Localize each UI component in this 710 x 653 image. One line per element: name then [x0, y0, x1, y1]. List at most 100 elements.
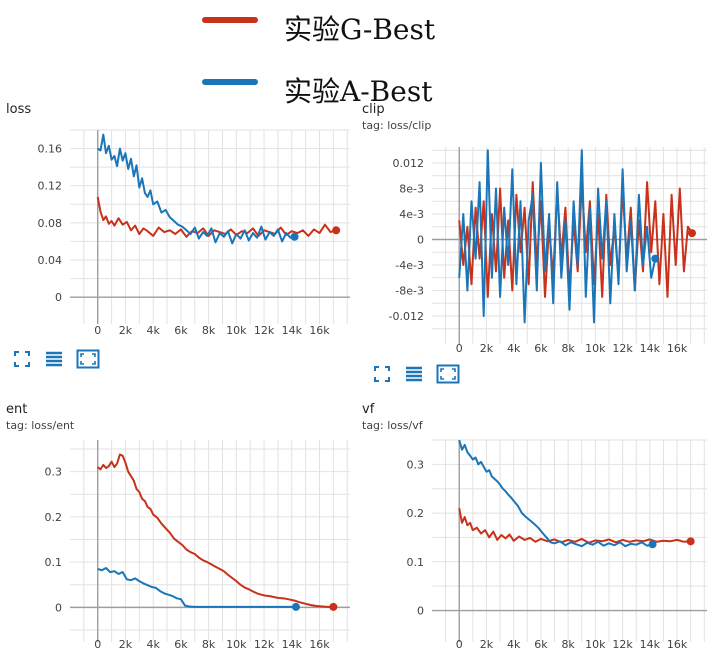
x-tick-label: 6k — [174, 324, 188, 337]
legend-label-g: 实验G-Best — [284, 13, 436, 46]
clip-chart: 0.012 8e-3 4e-3 0 -4e-3 -8e-3 -0.012 0 2k 4k 6k 8k 1… — [389, 147, 707, 355]
x-tick-label: 2k — [119, 638, 133, 651]
y-tick-label: 0.12 — [38, 180, 63, 193]
series-line-1 — [458, 439, 653, 548]
series-end-marker — [291, 602, 300, 611]
series-end-marker — [332, 226, 341, 235]
ent-chart-title: ent — [6, 402, 28, 417]
y-tick-label: -0.012 — [389, 310, 424, 323]
y-tick-label: 0 — [417, 605, 424, 618]
x-tick-label: 0 — [456, 342, 463, 355]
expand-chart-icon — [76, 349, 100, 369]
y-tick-label: 0.08 — [38, 217, 63, 230]
loss-chart-panel: loss 0.16 0.12 0.08 0.04 0 0 2k 4k 6k 8k 10k 12k 14k… — [0, 102, 355, 382]
y-tick-label: -4e-3 — [395, 259, 424, 272]
y-tick-label: 0 — [55, 291, 62, 304]
x-tick-label: 8k — [561, 342, 575, 355]
x-tick-label: 16k — [309, 324, 330, 337]
x-tick-label: 14k — [282, 638, 303, 651]
y-tick-label: 0.2 — [407, 507, 425, 520]
series-end-marker — [651, 254, 660, 263]
x-tick-label: 4k — [507, 638, 521, 651]
series-line-0 — [96, 196, 337, 238]
toggle-log-button[interactable] — [44, 349, 66, 369]
fit-domain-button[interactable] — [372, 364, 394, 384]
toggle-log-icon — [46, 351, 62, 367]
x-tick-label: 0 — [94, 324, 101, 337]
x-tick-label: 8k — [202, 638, 216, 651]
y-tick-label: 0.3 — [45, 466, 63, 479]
x-tick-label: 6k — [534, 342, 548, 355]
expand-chart-button[interactable] — [436, 364, 460, 384]
x-tick-label: 2k — [480, 342, 494, 355]
series-line-1 — [458, 149, 657, 324]
series-end-marker — [686, 537, 695, 546]
ent-chart-panel: ent tag: loss/ent 0.3 0.2 0.1 0 0 2k 4k 6k 8k 10k… — [0, 402, 355, 653]
vf-chart-title: vf — [362, 402, 375, 417]
x-tick-label: 10k — [226, 638, 247, 651]
series-line-1 — [97, 133, 295, 245]
series-end-marker — [329, 602, 338, 611]
fit-domain-button[interactable] — [12, 349, 34, 369]
y-tick-label: 0.1 — [407, 556, 425, 569]
clip-chart-panel: clip tag: loss/clip 0.012 8e-3 4e-3 0 -4e-3 -… — [362, 102, 710, 392]
ent-chart: 0.3 0.2 0.1 0 0 2k 4k 6k 8k 10k 12k 14k 16k — [45, 440, 350, 651]
y-tick-label: 0.2 — [45, 511, 63, 524]
expand-chart-icon — [436, 364, 460, 384]
series-line-1 — [97, 567, 296, 608]
y-tick-label: 0 — [417, 234, 424, 247]
y-tick-label: 0.012 — [393, 157, 425, 170]
loss-chart-title: loss — [6, 102, 32, 117]
toggle-log-button[interactable] — [404, 364, 426, 384]
legend-label-a: 实验A-Best — [284, 75, 433, 108]
x-tick-label: 8k — [561, 638, 575, 651]
chart-legend: 实验G-Best 实验A-Best — [0, 0, 710, 108]
x-tick-label: 6k — [534, 638, 548, 651]
y-tick-label: 0.3 — [407, 458, 425, 471]
x-tick-label: 12k — [254, 638, 275, 651]
series-end-marker — [290, 232, 299, 241]
vf-chart: 0.3 0.2 0.1 0 0 2k 4k 6k 8k 10k 12k 14k 16k — [407, 439, 707, 651]
ent-chart-tag: tag: loss/ent — [6, 419, 75, 432]
series-end-marker — [688, 229, 697, 238]
x-tick-label: 16k — [667, 342, 688, 355]
y-tick-label: 0.1 — [45, 556, 63, 569]
y-tick-label: -8e-3 — [395, 285, 424, 298]
x-tick-label: 0 — [456, 638, 463, 651]
x-tick-label: 12k — [254, 324, 275, 337]
x-tick-label: 10k — [226, 324, 247, 337]
expand-chart-button[interactable] — [76, 349, 100, 369]
x-tick-label: 14k — [640, 638, 661, 651]
fit-domain-icon — [374, 366, 390, 382]
fit-domain-icon — [14, 351, 30, 367]
x-tick-label: 14k — [282, 324, 303, 337]
legend-swatch-g — [202, 17, 258, 23]
x-tick-label: 14k — [640, 342, 661, 355]
y-tick-label: 4e-3 — [399, 208, 424, 221]
clip-chart-tag: tag: loss/clip — [362, 119, 432, 132]
y-tick-label: 0 — [55, 601, 62, 614]
x-tick-label: 2k — [119, 324, 133, 337]
series-line-0 — [97, 453, 334, 608]
x-tick-label: 12k — [612, 342, 633, 355]
legend-swatch-a — [202, 79, 258, 85]
x-tick-label: 16k — [667, 638, 688, 651]
x-tick-label: 6k — [174, 638, 188, 651]
y-tick-label: 0.16 — [38, 143, 63, 156]
x-tick-label: 4k — [507, 342, 521, 355]
x-tick-label: 10k — [585, 638, 606, 651]
y-tick-label: 0.04 — [38, 254, 63, 267]
x-tick-label: 2k — [480, 638, 494, 651]
clip-chart-title: clip — [362, 102, 385, 117]
x-tick-label: 16k — [309, 638, 330, 651]
series-end-marker — [648, 540, 657, 549]
series-line-0 — [458, 508, 691, 544]
vf-chart-tag: tag: loss/vf — [362, 419, 423, 432]
vf-chart-panel: vf tag: loss/vf 0.3 0.2 0.1 0 0 2k 4k 6k 8k 10k 12… — [362, 402, 710, 653]
x-tick-label: 4k — [146, 324, 160, 337]
x-tick-label: 12k — [612, 638, 633, 651]
x-tick-label: 10k — [585, 342, 606, 355]
y-tick-label: 8e-3 — [399, 182, 424, 195]
x-tick-label: 0 — [94, 638, 101, 651]
loss-chart: 0.16 0.12 0.08 0.04 0 0 2k 4k 6k 8k 10k 12k 14k 16k — [38, 129, 350, 337]
